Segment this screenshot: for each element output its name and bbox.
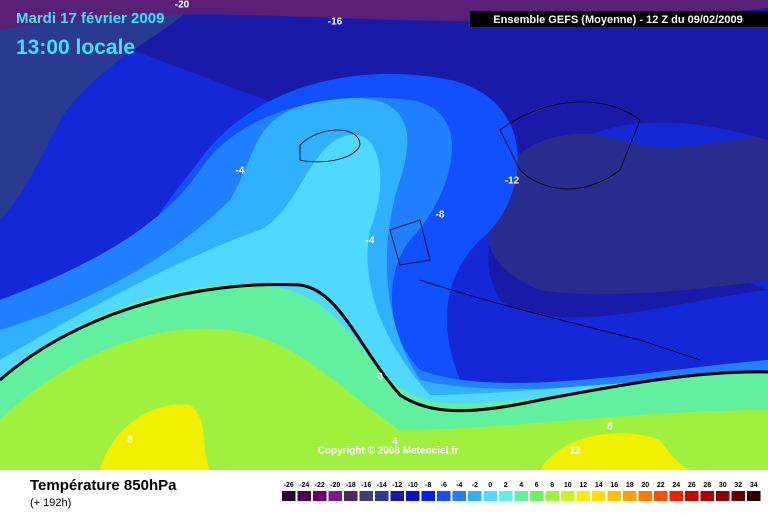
legend-swatch bbox=[421, 491, 435, 501]
legend-label: 18 bbox=[626, 482, 634, 489]
legend-label: -24 bbox=[299, 482, 309, 489]
cold-core bbox=[486, 133, 768, 295]
contour-label: 0 bbox=[377, 372, 383, 383]
legend-swatch bbox=[716, 491, 730, 501]
legend-swatch bbox=[669, 491, 683, 501]
zone-p12-east bbox=[540, 433, 690, 470]
legend-label: 22 bbox=[657, 482, 665, 489]
date: Mardi 17 février 2009 bbox=[16, 10, 164, 27]
legend: -26 -24 -22 -20 -18 -16 -14 -12 -10 -8 -6 -4 -2 0 2 4 6 8… bbox=[282, 482, 761, 501]
legend-label: -16 bbox=[361, 482, 371, 489]
legend-label: -4 bbox=[456, 482, 462, 489]
legend-label: -20 bbox=[330, 482, 340, 489]
legend-swatch bbox=[638, 491, 652, 501]
coastlines bbox=[299, 101, 701, 361]
legend-swatch bbox=[623, 491, 637, 501]
legend-label: 34 bbox=[750, 482, 758, 489]
contour-label: -4 bbox=[236, 166, 245, 177]
legend-swatch bbox=[406, 491, 420, 501]
contour-label: 8 bbox=[127, 435, 133, 446]
legend-swatch bbox=[654, 491, 668, 501]
legend-label: 8 bbox=[550, 482, 554, 489]
contour-label: -8 bbox=[436, 210, 445, 221]
legend-swatch bbox=[313, 491, 327, 501]
legend-swatch bbox=[282, 491, 296, 501]
legend-label: 16 bbox=[610, 482, 618, 489]
legend-swatch bbox=[437, 491, 451, 501]
zero-isotherm bbox=[0, 283, 768, 413]
run-box bbox=[470, 11, 768, 27]
legend-swatch bbox=[328, 491, 342, 501]
legend-swatch bbox=[390, 491, 404, 501]
legend-swatch bbox=[607, 491, 621, 501]
legend-swatch bbox=[468, 491, 482, 501]
legend-label: 2 bbox=[504, 482, 508, 489]
arctic-strip bbox=[0, 0, 768, 30]
legend-label: -26 bbox=[284, 482, 294, 489]
legend-label: -10 bbox=[408, 482, 418, 489]
legend-swatch bbox=[514, 491, 528, 501]
legend-swatch bbox=[452, 491, 466, 501]
legend-swatch bbox=[483, 491, 497, 501]
legend-label: 26 bbox=[688, 482, 696, 489]
legend-swatch bbox=[375, 491, 389, 501]
legend-label: 32 bbox=[734, 482, 742, 489]
legend-swatch bbox=[592, 491, 606, 501]
contour-label: -12 bbox=[505, 176, 520, 187]
contour-label: -16 bbox=[328, 17, 343, 28]
legend-swatch bbox=[747, 491, 761, 501]
contour-label: 12 bbox=[569, 446, 581, 457]
legend-label: 6 bbox=[535, 482, 539, 489]
cold-west bbox=[0, 0, 200, 220]
copyright: Copyright © 2008 Meteociel.fr bbox=[318, 446, 459, 457]
legend-label: 0 bbox=[488, 482, 492, 489]
zone-p12 bbox=[100, 404, 210, 470]
legend-swatch bbox=[297, 491, 311, 501]
legend-label: -22 bbox=[315, 482, 325, 489]
legend-label: 24 bbox=[672, 482, 680, 489]
contour-label: -4 bbox=[366, 236, 375, 247]
legend-swatch bbox=[700, 491, 714, 501]
legend-swatch bbox=[359, 491, 373, 501]
contour-label: 4 bbox=[392, 437, 398, 448]
legend-swatch bbox=[344, 491, 358, 501]
legend-swatch bbox=[576, 491, 590, 501]
contour-label: 8 bbox=[607, 422, 613, 433]
legend-label: 4 bbox=[519, 482, 523, 489]
legend-swatch bbox=[545, 491, 559, 501]
legend-label: -2 bbox=[472, 482, 478, 489]
legend-label: 12 bbox=[579, 482, 587, 489]
legend-label: 28 bbox=[703, 482, 711, 489]
legend-label: -6 bbox=[441, 482, 447, 489]
legend-swatch bbox=[530, 491, 544, 501]
run-info: Ensemble GEFS (Moyenne) - 12 Z du 09/02/… bbox=[493, 14, 742, 26]
legend-label: -8 bbox=[425, 482, 431, 489]
legend-swatch bbox=[685, 491, 699, 501]
legend-label: -14 bbox=[377, 482, 387, 489]
legend-label: 10 bbox=[564, 482, 572, 489]
legend-label: 20 bbox=[641, 482, 649, 489]
legend-label: 14 bbox=[595, 482, 603, 489]
legend-swatch bbox=[561, 491, 575, 501]
legend-swatch bbox=[499, 491, 513, 501]
legend-label: -12 bbox=[392, 482, 402, 489]
legend-label: 30 bbox=[719, 482, 727, 489]
footer-title: Température 850hPa bbox=[30, 477, 177, 494]
contour-label: -20 bbox=[175, 0, 190, 11]
legend-label: -18 bbox=[346, 482, 356, 489]
legend-swatch bbox=[731, 491, 745, 501]
time: 13:00 locale bbox=[16, 36, 135, 59]
footer-lead: (+ 192h) bbox=[30, 497, 71, 509]
